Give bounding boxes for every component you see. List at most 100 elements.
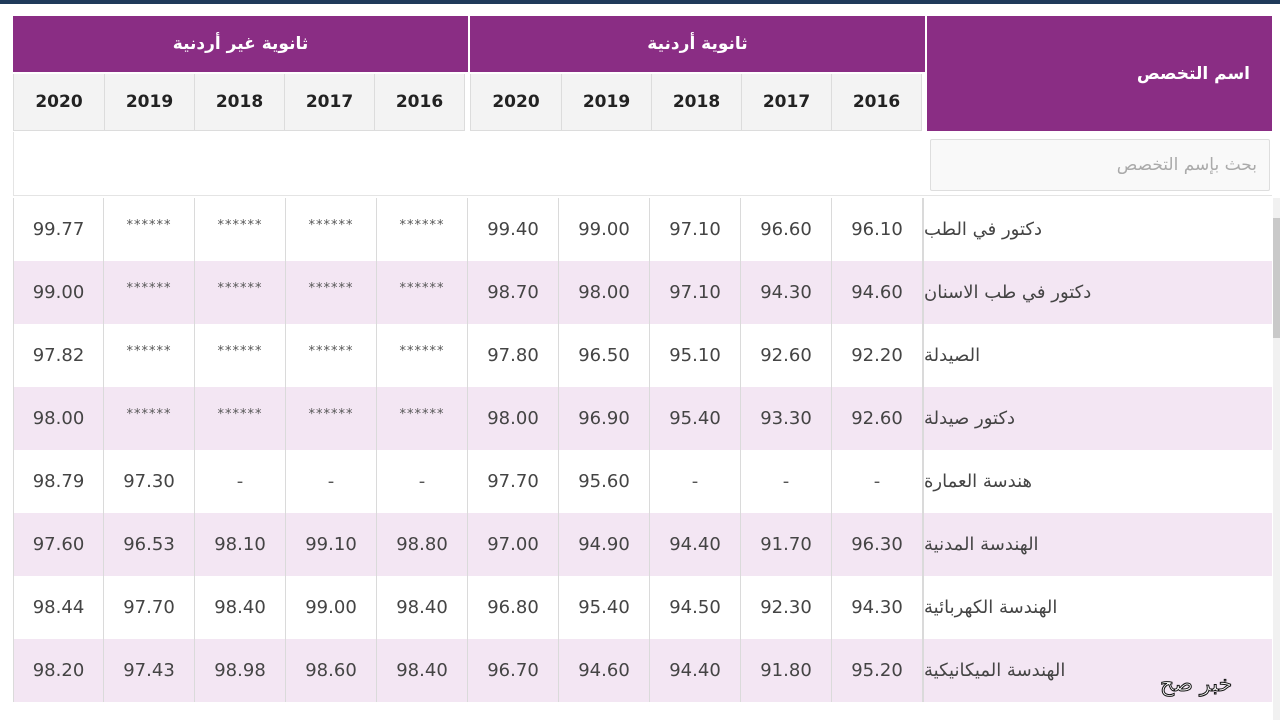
score-cell: 96.90 xyxy=(559,387,650,450)
score-cell: 94.60 xyxy=(832,261,923,324)
year-header[interactable]: 2019 xyxy=(562,74,652,131)
score-cell: 97.43 xyxy=(104,639,195,702)
score-cell: 95.20 xyxy=(832,639,923,702)
score-cell: ****** xyxy=(377,198,468,261)
score-cell: 94.30 xyxy=(832,576,923,639)
score-cell: - xyxy=(195,450,286,513)
score-cell: 96.50 xyxy=(559,324,650,387)
score-cell: 96.53 xyxy=(104,513,195,576)
table-row: 98.20 97.43 98.98 98.60 98.40 96.70 94.60 94.40… xyxy=(13,639,1272,702)
score-cell: ****** xyxy=(286,261,377,324)
score-cell: ****** xyxy=(286,324,377,387)
score-cell: ****** xyxy=(104,198,195,261)
score-cell: 96.60 xyxy=(741,198,832,261)
group-header-jordanian: ثانوية أردنية xyxy=(470,16,925,72)
table-row: 98.00 ****** ****** ****** ****** 98.00 96.90 9… xyxy=(13,387,1272,450)
score-cell: 99.00 xyxy=(286,576,377,639)
score-cell: - xyxy=(650,450,741,513)
watermark: خبر صح xyxy=(1159,672,1233,698)
score-cell: 92.60 xyxy=(832,387,923,450)
table-row: 98.79 97.30- - -97.70 95.60- - - هندسة العمارة xyxy=(13,450,1272,513)
score-cell: 97.10 xyxy=(650,261,741,324)
score-cell: 98.40 xyxy=(377,576,468,639)
score-cell: ****** xyxy=(286,198,377,261)
table-row: 99.77 ****** ****** ****** ****** 99.40 99.00 9… xyxy=(13,198,1272,261)
score-cell: 97.70 xyxy=(468,450,559,513)
score-cell: ****** xyxy=(195,261,286,324)
group-header-non-jordanian: ثانوية غير أردنية xyxy=(13,16,468,72)
top-border xyxy=(0,0,1280,4)
score-cell: 96.10 xyxy=(832,198,923,261)
score-cell: 97.82 xyxy=(13,324,104,387)
score-cell: 99.00 xyxy=(559,198,650,261)
specialty-name: الهندسة المدنية xyxy=(923,513,1268,576)
specialty-header-label: اسم التخصص xyxy=(1136,63,1250,84)
scrollbar-thumb[interactable] xyxy=(1273,218,1280,338)
year-header[interactable]: 2020 xyxy=(470,74,562,131)
score-cell: 98.40 xyxy=(377,639,468,702)
year-headers-non-jordanian: 2020 2019 2018 2017 2016 xyxy=(13,74,465,131)
table-row: 99.00 ****** ****** ****** ****** 98.70 98.00 9… xyxy=(13,261,1272,324)
score-cell: 99.10 xyxy=(286,513,377,576)
year-header[interactable]: 2017 xyxy=(742,74,832,131)
score-cell: 97.10 xyxy=(650,198,741,261)
score-cell: - xyxy=(741,450,832,513)
score-cell: 98.20 xyxy=(13,639,104,702)
specialty-name: الصيدلة xyxy=(923,324,1268,387)
year-header[interactable]: 2018 xyxy=(652,74,742,131)
score-cell: 94.30 xyxy=(741,261,832,324)
year-header[interactable]: 2018 xyxy=(195,74,285,131)
year-header[interactable]: 2017 xyxy=(285,74,375,131)
score-cell: 98.00 xyxy=(468,387,559,450)
search-row xyxy=(13,132,1272,196)
specialty-search-input[interactable] xyxy=(930,139,1270,191)
table-row: 98.44 97.70 98.40 99.00 98.40 96.80 95.40 94.50… xyxy=(13,576,1272,639)
table-row: 97.82 ****** ****** ****** ****** 97.80 96.50 9… xyxy=(13,324,1272,387)
table-row: 97.60 96.53 98.10 99.10 98.80 97.00 94.90 94.40… xyxy=(13,513,1272,576)
score-cell: ****** xyxy=(377,261,468,324)
score-cell: 95.10 xyxy=(650,324,741,387)
score-cell: 98.80 xyxy=(377,513,468,576)
score-cell: 98.00 xyxy=(13,387,104,450)
score-cell: 97.00 xyxy=(468,513,559,576)
score-cell: 94.90 xyxy=(559,513,650,576)
specialty-name: الهندسة الكهربائية xyxy=(923,576,1268,639)
score-cell: 99.40 xyxy=(468,198,559,261)
score-cell: 95.40 xyxy=(650,387,741,450)
score-cell: 98.98 xyxy=(195,639,286,702)
score-cell: 94.40 xyxy=(650,513,741,576)
specialty-name: دكتور صيدلة xyxy=(923,387,1268,450)
year-header[interactable]: 2016 xyxy=(832,74,922,131)
score-cell: 96.70 xyxy=(468,639,559,702)
specialty-name: دكتور في الطب xyxy=(923,198,1268,261)
year-header[interactable]: 2019 xyxy=(105,74,195,131)
year-header[interactable]: 2016 xyxy=(375,74,465,131)
scrollbar[interactable] xyxy=(1273,198,1280,720)
score-cell: ****** xyxy=(377,387,468,450)
specialty-column-header: اسم التخصص xyxy=(927,16,1272,131)
year-header[interactable]: 2020 xyxy=(13,74,105,131)
score-cell: 97.60 xyxy=(13,513,104,576)
score-cell: ****** xyxy=(195,387,286,450)
score-cell: 97.30 xyxy=(104,450,195,513)
score-cell: 92.30 xyxy=(741,576,832,639)
score-cell: 98.79 xyxy=(13,450,104,513)
score-cell: 94.60 xyxy=(559,639,650,702)
score-cell: 95.40 xyxy=(559,576,650,639)
score-cell: 98.10 xyxy=(195,513,286,576)
score-cell: 96.30 xyxy=(832,513,923,576)
score-cell: 91.70 xyxy=(741,513,832,576)
score-cell: ****** xyxy=(377,324,468,387)
score-cell: 98.60 xyxy=(286,639,377,702)
score-cell: 97.80 xyxy=(468,324,559,387)
specialty-name: الهندسة الميكانيكية xyxy=(923,639,1268,702)
score-cell: ****** xyxy=(286,387,377,450)
specialty-name: دكتور في طب الاسنان xyxy=(923,261,1268,324)
score-cell: 96.80 xyxy=(468,576,559,639)
score-cell: ****** xyxy=(104,387,195,450)
year-headers-jordanian: 2020 2019 2018 2017 2016 xyxy=(470,74,922,131)
score-cell: ****** xyxy=(195,324,286,387)
score-cell: 95.60 xyxy=(559,450,650,513)
score-cell: 92.60 xyxy=(741,324,832,387)
score-cell: 99.00 xyxy=(13,261,104,324)
